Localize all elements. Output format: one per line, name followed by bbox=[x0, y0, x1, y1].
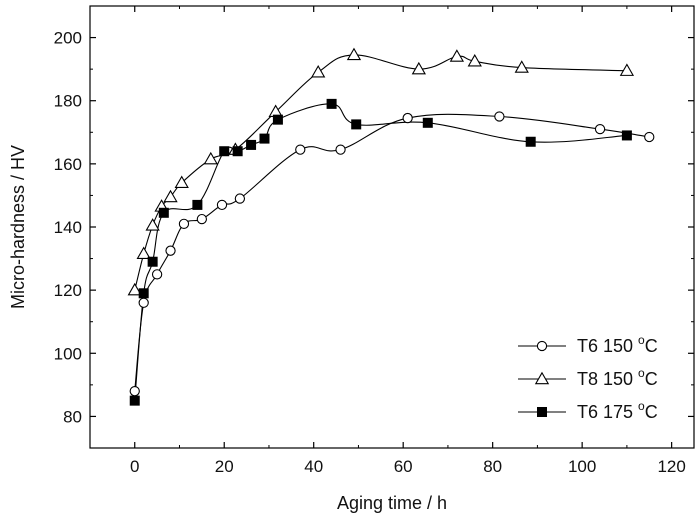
legend-marker bbox=[536, 340, 548, 352]
data-point-series-1 bbox=[165, 245, 176, 256]
legend-label-text: T6 150 bbox=[577, 336, 638, 356]
x-tick-label: 100 bbox=[568, 457, 596, 476]
data-point-series-2 bbox=[174, 175, 189, 188]
legend-unit-text: C bbox=[645, 369, 658, 389]
data-point-series-3 bbox=[422, 117, 433, 128]
data-point-series-1 bbox=[129, 386, 140, 397]
legend-label: T6 150 oC bbox=[577, 333, 658, 356]
data-point-series-3 bbox=[272, 114, 283, 125]
series-line-2 bbox=[134, 54, 627, 291]
series-markers bbox=[127, 47, 655, 406]
y-tick-label: 120 bbox=[54, 281, 82, 300]
y-tick-label: 160 bbox=[54, 155, 82, 174]
data-point-series-3 bbox=[621, 130, 632, 141]
data-point-series-2 bbox=[449, 49, 465, 62]
data-point-series-2 bbox=[136, 246, 151, 260]
data-point-series-1 bbox=[594, 123, 606, 135]
data-point-series-1 bbox=[196, 213, 208, 225]
data-point-series-2 bbox=[619, 63, 635, 76]
data-point-series-3 bbox=[192, 199, 203, 210]
legend-marker bbox=[537, 406, 548, 417]
legend-degree-sup: o bbox=[638, 399, 645, 413]
y-tick-label: 80 bbox=[63, 407, 82, 426]
data-point-series-3 bbox=[351, 119, 362, 130]
legend-unit-text: C bbox=[645, 336, 658, 356]
data-point-series-1 bbox=[295, 144, 306, 155]
legend-marker bbox=[534, 371, 550, 385]
data-point-series-2 bbox=[127, 282, 142, 296]
legend-degree-sup: o bbox=[638, 366, 645, 380]
legend-label: T8 150 oC bbox=[577, 366, 658, 389]
x-tick-label: 20 bbox=[215, 457, 234, 476]
data-point-series-3 bbox=[259, 133, 270, 144]
data-point-series-2 bbox=[411, 61, 426, 75]
data-point-series-2 bbox=[145, 218, 160, 231]
y-tick-label: 180 bbox=[54, 92, 82, 111]
legend-label-text: T8 150 bbox=[577, 369, 638, 389]
data-point-series-3 bbox=[525, 136, 536, 147]
data-point-series-2 bbox=[514, 60, 529, 73]
x-tick-label: 120 bbox=[657, 457, 685, 476]
legend-degree-sup: o bbox=[638, 333, 645, 347]
data-point-series-3 bbox=[138, 288, 149, 299]
data-point-series-3 bbox=[246, 139, 257, 150]
data-point-series-2 bbox=[311, 64, 326, 78]
y-tick-label: 140 bbox=[54, 218, 82, 237]
legend-label: T6 175 oC bbox=[577, 399, 658, 422]
data-point-series-3 bbox=[326, 98, 337, 109]
series-curves bbox=[134, 54, 650, 401]
data-point-series-1 bbox=[138, 297, 149, 308]
data-point-series-2 bbox=[467, 53, 482, 67]
data-point-series-1 bbox=[178, 218, 190, 229]
data-point-series-3 bbox=[232, 146, 243, 157]
y-axis-title: Micro-hardness / HV bbox=[8, 145, 28, 309]
data-point-series-1 bbox=[335, 144, 346, 155]
x-tick-label: 40 bbox=[304, 457, 323, 476]
data-point-series-3 bbox=[219, 146, 230, 157]
x-tick-label: 0 bbox=[130, 457, 139, 476]
data-point-series-1 bbox=[234, 193, 246, 204]
axis-ticks bbox=[89, 5, 694, 449]
legend-label-text: T6 175 bbox=[577, 402, 638, 422]
legend-unit-text: C bbox=[645, 402, 658, 422]
data-point-series-1 bbox=[402, 112, 413, 124]
x-axis-title: Aging time / h bbox=[337, 493, 447, 513]
x-tick-label: 80 bbox=[483, 457, 502, 476]
y-tick-label: 200 bbox=[54, 29, 82, 48]
y-tick-label: 100 bbox=[54, 344, 82, 363]
data-point-series-2 bbox=[203, 151, 218, 165]
data-point-series-2 bbox=[163, 189, 178, 203]
data-point-series-3 bbox=[158, 207, 169, 218]
data-point-series-3 bbox=[147, 256, 158, 267]
data-point-series-1 bbox=[216, 199, 228, 211]
data-point-series-3 bbox=[129, 395, 140, 406]
data-point-series-1 bbox=[644, 131, 655, 143]
axis-tick-labels: 0 20 40 60 80 100 120 80 100 120 140 160 180 200 bbox=[54, 29, 686, 476]
series-line-3 bbox=[134, 103, 627, 401]
data-point-series-2 bbox=[346, 47, 362, 61]
x-tick-label: 60 bbox=[394, 457, 413, 476]
data-point-series-1 bbox=[151, 269, 163, 280]
data-point-series-1 bbox=[494, 111, 505, 122]
